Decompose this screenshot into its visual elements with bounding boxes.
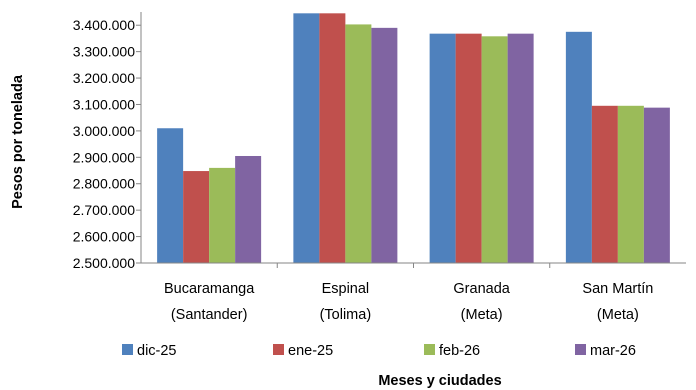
y-tick-label: 2.800.000 — [73, 176, 135, 192]
bar-dic-25 — [293, 13, 320, 264]
bar-feb-26 — [617, 105, 644, 263]
bar-mar-26 — [235, 155, 262, 263]
bar-ene-25 — [183, 171, 210, 263]
x-category-label: (Meta) — [461, 307, 503, 323]
y-tick-label: 3.200.000 — [73, 70, 135, 86]
bar-dic-25 — [157, 128, 184, 263]
y-axis-title: Pesos por tonelada — [10, 74, 26, 209]
bar-ene-25 — [319, 13, 346, 264]
legend-swatch-feb-26 — [424, 344, 435, 355]
x-category-label: Espinal — [322, 281, 370, 297]
legend-label-mar-26: mar-26 — [590, 343, 636, 359]
bar-dic-25 — [429, 33, 456, 263]
legend-label-ene-25: ene-25 — [288, 343, 333, 359]
legend-label-feb-26: feb-26 — [439, 343, 480, 359]
legend-swatch-mar-26 — [575, 344, 586, 355]
legend-label-dic-25: dic-25 — [137, 343, 177, 359]
x-axis-title: Meses y ciudades — [378, 373, 501, 389]
y-tick-label: 3.100.000 — [73, 96, 135, 112]
x-category-label: (Meta) — [597, 307, 639, 323]
legend: dic-25 ene-25 feb-26 mar-26 — [122, 343, 636, 359]
bar-ene-25 — [591, 105, 618, 263]
y-tick-label: 3.300.000 — [73, 44, 135, 60]
bar-mar-26 — [371, 27, 398, 263]
bar-feb-26 — [345, 24, 372, 264]
x-category-label: Granada — [453, 281, 510, 297]
bar-mar-26 — [643, 107, 670, 263]
x-axis-categories: Bucaramanga (Santander) Espinal (Tolima) Gra… — [164, 281, 653, 323]
bar-feb-26 — [481, 36, 508, 263]
x-category-label: (Tolima) — [320, 307, 372, 323]
y-tick-label: 3.400.000 — [73, 17, 135, 33]
y-tick-label: 2.700.000 — [73, 202, 135, 218]
bar-feb-26 — [209, 167, 236, 263]
x-category-label: San Martín — [582, 281, 653, 297]
y-tick-label: 2.500.000 — [73, 255, 135, 271]
bar-dic-25 — [565, 31, 592, 263]
bar-mar-26 — [507, 33, 534, 263]
y-tick-label: 3.000.000 — [73, 123, 135, 139]
x-category-label: (Santander) — [171, 307, 248, 323]
y-tick-label: 2.900.000 — [73, 149, 135, 165]
y-axis-ticks: 2.500.000 2.600.000 2.700.000 2.800.000 2.90… — [73, 17, 141, 271]
bars — [157, 13, 670, 268]
legend-swatch-dic-25 — [122, 344, 133, 355]
x-category-label: Bucaramanga — [164, 281, 255, 297]
legend-swatch-ene-25 — [273, 344, 284, 355]
bar-ene-25 — [455, 33, 482, 263]
y-tick-label: 2.600.000 — [73, 229, 135, 245]
